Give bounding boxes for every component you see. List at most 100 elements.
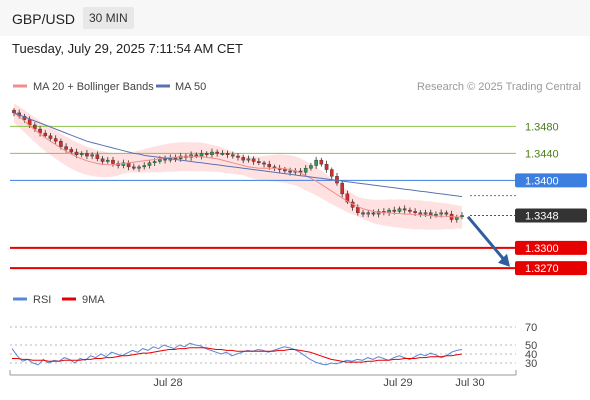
candle-body	[413, 211, 417, 213]
ma50-line	[13, 112, 463, 198]
candle-body	[220, 153, 225, 155]
candle-body	[418, 212, 423, 215]
rsi-legend-label: RSI	[33, 294, 51, 306]
candle-body	[147, 162, 152, 166]
candle-body	[423, 212, 428, 215]
ma50-legend-label: MA 50	[175, 81, 206, 93]
level-label: 1.3480	[525, 121, 559, 133]
candle-body	[189, 154, 193, 158]
rsi-line	[11, 342, 463, 366]
rsi-tick-label: 50	[525, 340, 537, 352]
rsi-tick-label: 30	[525, 358, 537, 370]
candle-body	[402, 208, 407, 211]
rsi-ma-legend-label: 9MA	[82, 294, 105, 306]
candle-body	[90, 154, 94, 157]
candle-body	[48, 135, 53, 139]
candle-body	[267, 163, 272, 168]
candle-body	[230, 154, 235, 157]
candle-body	[392, 209, 397, 212]
projection-arrow-head	[498, 253, 510, 267]
level-label: 1.3400	[525, 175, 559, 187]
x-tick-label: Jul 29	[383, 377, 412, 389]
candle-body	[137, 166, 141, 169]
bollinger-band	[14, 103, 462, 230]
level-badge	[515, 261, 587, 276]
candle-body	[309, 165, 313, 169]
projection-arrow	[466, 215, 507, 262]
candle-body	[152, 161, 157, 164]
candle-body	[12, 109, 16, 114]
candle-body	[361, 212, 365, 215]
candle-body	[163, 158, 167, 161]
candle-body	[142, 165, 147, 168]
candle-body	[64, 146, 68, 150]
x-tick-label: Jul 30	[455, 377, 484, 389]
candle-body	[329, 169, 334, 177]
candle-body	[460, 215, 464, 218]
candle-body	[225, 153, 230, 155]
candle-body	[444, 212, 449, 215]
candle-body	[105, 159, 110, 162]
candle-body	[111, 159, 115, 164]
candle-body	[340, 182, 344, 195]
candle-body	[288, 170, 292, 173]
candle-body	[194, 154, 199, 157]
candle-body	[319, 159, 324, 165]
rsi-tick-label: 70	[525, 322, 537, 334]
candle-body	[100, 158, 105, 162]
candle-body	[38, 128, 42, 134]
rsi-ma-line	[12, 347, 463, 363]
candle-body	[33, 124, 37, 130]
candle-body	[356, 207, 360, 213]
level-badge	[515, 240, 587, 255]
level-label: 1.3440	[525, 148, 559, 160]
candle-body	[199, 153, 204, 157]
candle-body	[439, 212, 443, 215]
credit-text: Research © 2025 Trading Central	[417, 81, 581, 93]
candle-body	[27, 119, 32, 126]
level-label: 1.3348	[525, 210, 559, 222]
level-badge	[515, 173, 587, 188]
candle-body	[345, 193, 350, 203]
candle-body	[79, 153, 84, 155]
ma20-line	[13, 112, 463, 218]
candle-body	[283, 169, 287, 172]
timeframe-badge[interactable]: 30 MIN	[83, 7, 134, 29]
candle-body	[303, 168, 308, 173]
candle-body	[246, 158, 251, 161]
x-tick-label: Jul 28	[153, 377, 182, 389]
level-label: 1.3270	[525, 263, 559, 275]
candle-body	[257, 161, 261, 164]
candle-body	[366, 212, 371, 215]
candle-body	[434, 213, 438, 216]
candle-body	[241, 157, 246, 161]
rsi-tick-label: 40	[525, 349, 537, 361]
candle-body	[397, 208, 402, 212]
instrument-title: GBP/USD	[12, 11, 76, 27]
candle-body	[85, 153, 89, 157]
candle-body	[210, 151, 214, 155]
candle-body	[236, 155, 240, 158]
candle-body	[408, 209, 412, 212]
candle-body	[335, 176, 339, 184]
candle-body	[251, 158, 256, 162]
candle-body	[298, 170, 303, 173]
level-badge	[515, 208, 587, 223]
candle-body	[262, 162, 266, 165]
candle-body	[314, 159, 318, 166]
candle-body	[215, 151, 219, 154]
candle-body	[324, 163, 329, 170]
candle-body	[53, 138, 58, 142]
candle-body	[74, 151, 79, 155]
candle-body	[59, 141, 63, 147]
candle-body	[95, 154, 100, 159]
candle-body	[43, 132, 48, 137]
candle-body	[204, 153, 209, 155]
candle-body	[371, 212, 376, 215]
candle-body	[69, 149, 74, 153]
candle-body	[132, 166, 136, 169]
level-label: 1.3300	[525, 243, 559, 255]
ma20-legend-label: MA 20 + Bollinger Bands	[33, 81, 154, 93]
report-datetime: Tuesday, July 29, 2025 7:11:54 AM CET	[12, 41, 243, 56]
